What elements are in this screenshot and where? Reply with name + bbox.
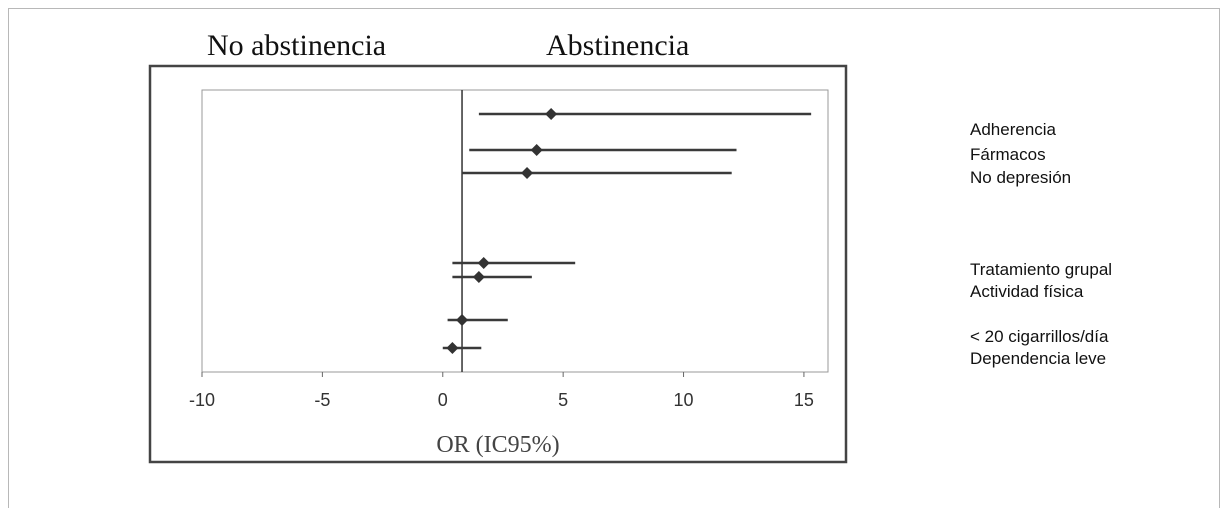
row-labels: Adherencia Fármacos No depresión Tratamient… [970,120,1112,368]
or-point [472,271,485,283]
forest-marks [442,108,812,354]
x-tick-label: 15 [794,390,814,410]
x-axis: -10 -5 0 5 10 15 [189,372,814,410]
x-axis-label: OR (IC95%) [436,432,559,458]
x-tick-label: -5 [314,390,330,410]
row-label: Actividad física [970,282,1084,301]
left-header: No abstinencia [207,29,386,62]
or-point [477,257,490,269]
or-point [530,144,543,156]
or-point [545,108,558,120]
x-tick-label: 10 [674,390,694,410]
row-label: Dependencia leve [970,349,1106,368]
or-point [456,314,469,326]
or-point [446,342,459,354]
x-tick-label: 5 [558,390,568,410]
plot-area [201,89,829,373]
figure-frame [8,8,1220,508]
x-tick-label: -10 [189,390,215,410]
right-header: Abstinencia [546,29,689,62]
row-label: Fármacos [970,145,1046,164]
chart-border [148,64,848,464]
row-label: Tratamiento grupal [970,260,1112,279]
row-label: < 20 cigarrillos/día [970,327,1109,346]
row-label: Adherencia [970,120,1057,139]
row-label: No depresión [970,168,1071,187]
or-point [521,167,534,179]
x-tick-label: 0 [438,390,448,410]
